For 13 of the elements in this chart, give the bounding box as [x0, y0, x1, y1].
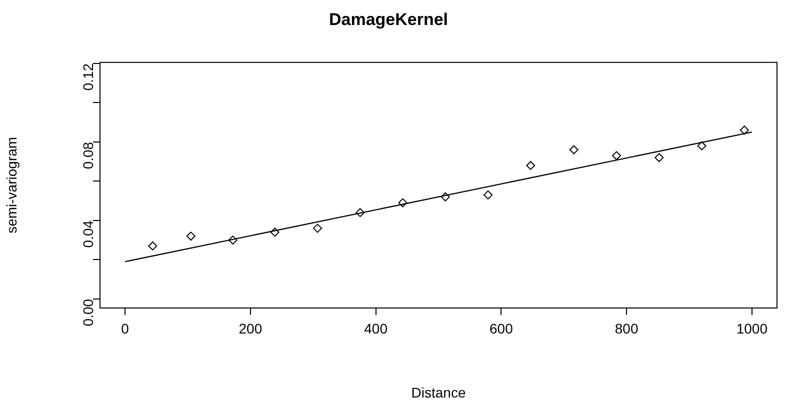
y-tick-label: 0.12: [80, 63, 96, 91]
x-tick-label: 800: [614, 320, 638, 336]
x-tick-label: 600: [490, 320, 514, 336]
x-tick-label: 1000: [736, 320, 768, 336]
x-tick-label: 200: [238, 320, 262, 336]
x-tick-label: 0: [121, 320, 130, 336]
x-tick-label: 400: [364, 320, 388, 336]
y-tick-label: 0.00: [80, 298, 96, 326]
x-axis-title: Distance: [411, 384, 466, 400]
y-axis-title: semi-variogram: [3, 136, 20, 234]
y-tick-label: 0.08: [80, 142, 96, 170]
y-tick-label: 0.04: [80, 220, 96, 248]
chart-title: DamageKernel: [328, 10, 448, 29]
